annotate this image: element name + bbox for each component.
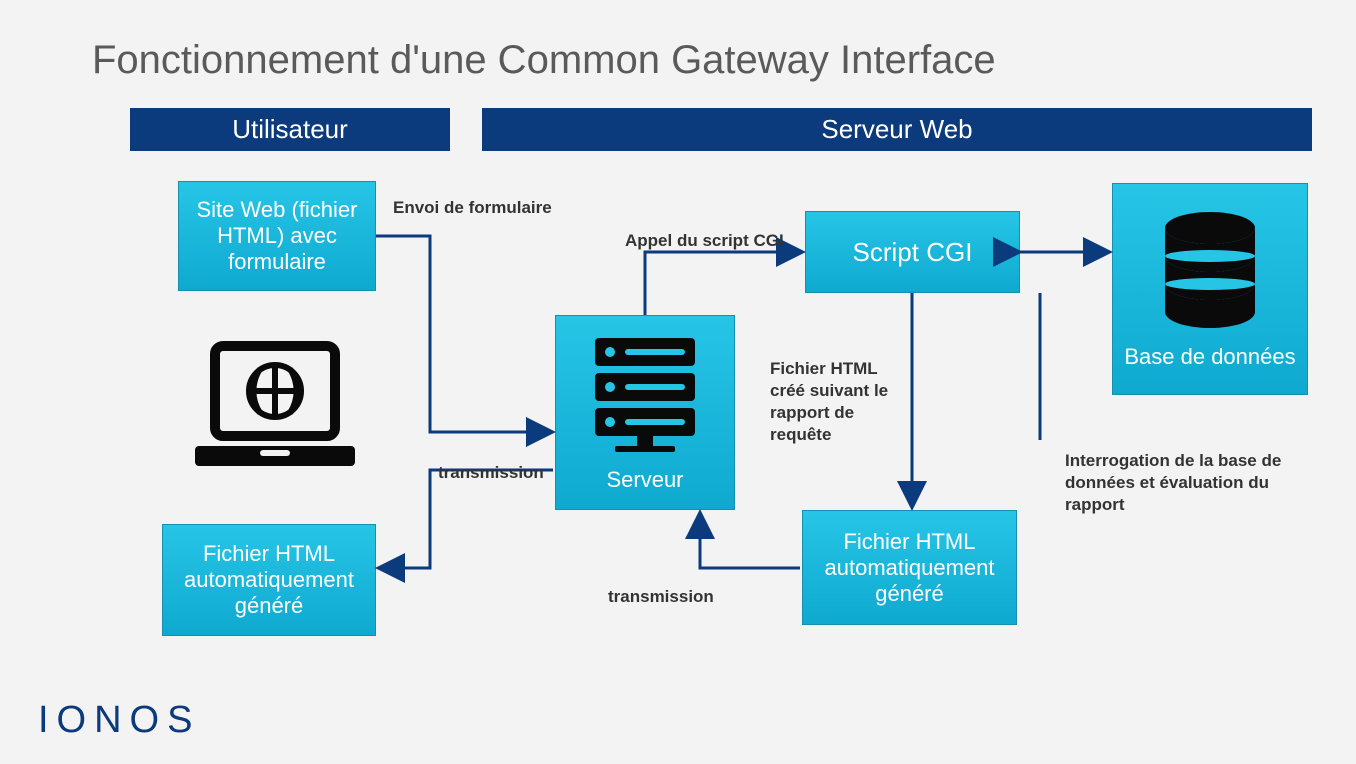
section-user: Utilisateur [130, 108, 450, 151]
node-db-label: Base de données [1124, 344, 1295, 370]
node-script-label: Script CGI [853, 237, 973, 268]
node-script: Script CGI [805, 211, 1020, 293]
laptop-icon [190, 338, 360, 483]
node-serveur: Serveur [555, 315, 735, 510]
node-genfile-srv: Fichier HTML automatiquement généré [802, 510, 1017, 625]
label-transmission2: transmission [608, 586, 714, 608]
node-siteweb: Site Web (fichier HTML) avec formulaire [178, 181, 376, 291]
database-icon [1155, 208, 1265, 338]
node-genfile-user-label: Fichier HTML automatiquement généré [163, 541, 375, 619]
label-fichiercree: Fichier HTML créé suivant le rapport de … [770, 358, 910, 446]
node-siteweb-label: Site Web (fichier HTML) avec formulaire [179, 197, 375, 275]
label-transmission1: transmission [438, 462, 544, 484]
node-genfile-user: Fichier HTML automatiquement généré [162, 524, 376, 636]
node-genfile-srv-label: Fichier HTML automatiquement généré [803, 529, 1016, 607]
label-interrogation: Interrogation de la base de données et é… [1065, 450, 1315, 516]
server-icon [585, 333, 705, 463]
node-serveur-label: Serveur [606, 467, 683, 493]
diagram-title: Fonctionnement d'une Common Gateway Inte… [92, 38, 996, 83]
node-db: Base de données [1112, 183, 1308, 395]
section-server: Serveur Web [482, 108, 1312, 151]
label-appel: Appel du script CGI [625, 230, 784, 252]
label-envoi: Envoi de formulaire [393, 197, 552, 219]
ionos-logo: IONOS [38, 699, 200, 742]
